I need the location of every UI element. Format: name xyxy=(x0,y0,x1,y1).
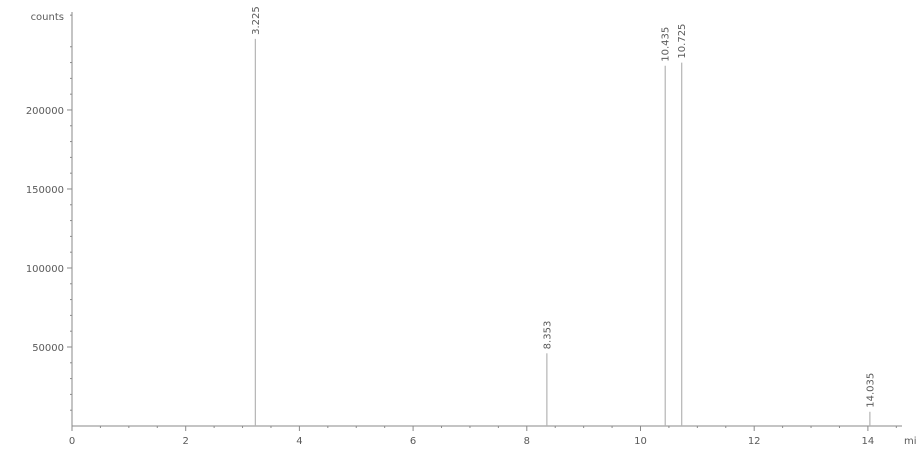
x-ticks: 0 2 4 6 8 10 12 14 xyxy=(69,426,897,447)
y-tick-label: 100000 xyxy=(26,264,64,275)
x-tick-label: 2 xyxy=(183,436,189,447)
x-tick-label: 0 xyxy=(69,436,75,447)
x-tick-label: 8 xyxy=(524,436,530,447)
x-tick-label: 14 xyxy=(862,436,875,447)
x-tick-label: 10 xyxy=(634,436,647,447)
y-axis-title: counts xyxy=(31,12,64,23)
peak-label: 14.035 xyxy=(865,373,876,408)
y-tick-label: 150000 xyxy=(26,185,64,196)
peak-label: 8.353 xyxy=(542,321,553,350)
y-tick-label: 50000 xyxy=(32,343,64,354)
axes xyxy=(71,12,902,427)
x-tick-label: 12 xyxy=(748,436,761,447)
x-axis-title: mi xyxy=(904,436,917,447)
y-tick-label: 200000 xyxy=(26,106,64,117)
peak-label: 10.435 xyxy=(661,27,672,62)
y-ticks: 50000 100000 150000 200000 xyxy=(26,14,72,411)
peaks: 3.225 8.353 10.435 10.725 14.035 xyxy=(251,6,876,426)
x-tick-label: 4 xyxy=(296,436,302,447)
peak-label: 10.725 xyxy=(677,24,688,59)
peak-label: 3.225 xyxy=(251,6,262,35)
x-tick-label: 6 xyxy=(410,436,416,447)
